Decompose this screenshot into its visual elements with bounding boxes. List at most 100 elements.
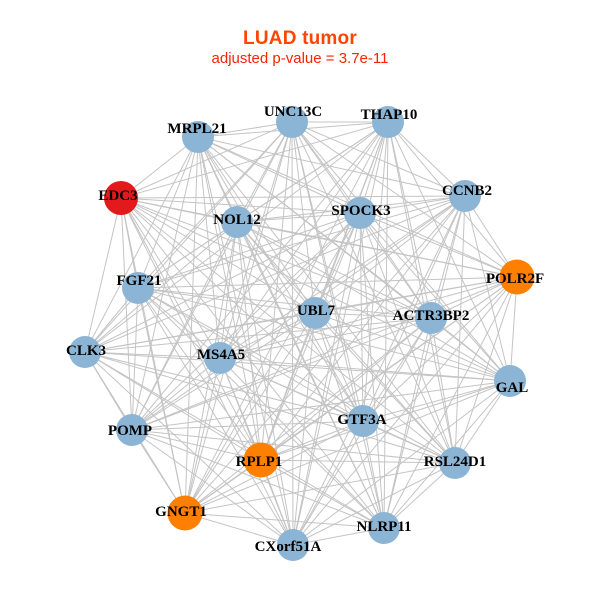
node-CLK3 [69, 336, 101, 368]
edge-ACTR3BP2-CLK3 [84, 317, 432, 353]
edge-UBL7-GNGT1 [184, 312, 316, 514]
edge-GAL-RSL24D1 [454, 380, 511, 464]
edge-RPLP1-RSL24D1 [260, 459, 456, 464]
edge-GAL-RPLP1 [260, 380, 511, 461]
edge-SPOCK3-RPLP1 [260, 212, 361, 461]
edge-NOL12-CXorf51A [236, 221, 294, 546]
node-NLRP11 [368, 512, 400, 544]
edge-CCNB2-RSL24D1 [454, 195, 466, 464]
plot-title: LUAD tumor [243, 28, 357, 49]
edge-EDC3-GTF3A [120, 197, 364, 422]
edge-POMP-GTF3A [131, 420, 364, 431]
edge-POMP-CXorf51A [131, 429, 294, 546]
edge-MRPL21-RSL24D1 [197, 136, 456, 464]
edge-CCNB2-GTF3A [362, 195, 466, 422]
edge-UNC13C-GAL [291, 121, 511, 382]
edge-THAP10-EDC3 [120, 121, 389, 199]
node-label-THAP10: THAP10 [361, 107, 418, 123]
edge-RSL24D1-GNGT1 [184, 462, 456, 514]
node-THAP10 [372, 106, 404, 138]
edge-EDC3-CXorf51A [120, 197, 294, 546]
plot-subtitle: adjusted p-value = 3.7e-11 [211, 50, 389, 67]
edge-SPOCK3-CXorf51A [292, 212, 361, 546]
node-GNGT1 [167, 495, 203, 531]
node-label-GAL: GAL [496, 380, 529, 396]
edge-CCNB2-ACTR3BP2 [430, 195, 466, 319]
edge-CCNB2-GNGT1 [184, 195, 466, 514]
node-label-FGF21: FGF21 [117, 273, 162, 289]
edge-SPOCK3-UBL7 [314, 212, 361, 314]
edge-GNGT1-CXorf51A [184, 512, 294, 546]
edge-FGF21-UBL7 [137, 287, 316, 314]
edge-GAL-GTF3A [362, 380, 511, 422]
edge-ACTR3BP2-MS4A5 [219, 317, 432, 359]
edge-SPOCK3-GAL [359, 212, 511, 382]
node-GTF3A [347, 405, 379, 437]
edge-UNC13C-NLRP11 [291, 121, 385, 529]
node-UNC13C [276, 106, 308, 138]
edge-FGF21-POLR2F [137, 276, 518, 289]
edge-SPOCK3-GNGT1 [184, 212, 361, 514]
node-MRPL21 [182, 121, 214, 153]
node-CXorf51A [277, 529, 309, 561]
edge-FGF21-GAL [137, 287, 511, 382]
edge-NOL12-GTF3A [236, 221, 364, 422]
edge-THAP10-MS4A5 [219, 121, 389, 359]
edge-CCNB2-POMP [131, 195, 466, 431]
edge-NOL12-UBL7 [236, 221, 316, 314]
edge-SPOCK3-MS4A5 [219, 212, 361, 359]
edge-MRPL21-CCNB2 [197, 136, 466, 197]
edge-FGF21-CXorf51A [137, 287, 294, 546]
node-label-CCNB2: CCNB2 [442, 183, 492, 199]
edge-ACTR3BP2-GAL [430, 317, 511, 382]
node-EDC3 [104, 181, 138, 215]
edge-THAP10-GTF3A [362, 121, 389, 422]
edge-GAL-CXorf51A [292, 380, 511, 546]
node-CCNB2 [449, 180, 481, 212]
edge-MRPL21-CLK3 [84, 136, 199, 353]
edge-CLK3-RPLP1 [84, 351, 262, 461]
edge-CCNB2-SPOCK3 [359, 195, 466, 214]
edge-RSL24D1-CXorf51A [292, 462, 456, 546]
node-label-EDC3: EDC3 [98, 188, 137, 204]
node-POLR2F [499, 259, 535, 295]
edge-MRPL21-GTF3A [197, 136, 364, 422]
edge-UBL7-RPLP1 [260, 312, 316, 461]
edge-THAP10-CXorf51A [292, 121, 389, 546]
node-NOL12 [221, 206, 253, 238]
node-label-MS4A5: MS4A5 [197, 347, 245, 363]
edge-GNGT1-NLRP11 [184, 512, 385, 529]
edge-UNC13C-GNGT1 [184, 121, 293, 514]
node-label-CLK3: CLK3 [66, 343, 106, 359]
edge-GAL-GNGT1 [184, 380, 511, 514]
edge-CLK3-GAL [84, 351, 511, 382]
edge-EDC3-SPOCK3 [120, 197, 361, 214]
node-label-CXorf51A: CXorf51A [255, 539, 322, 555]
edge-FGF21-NLRP11 [137, 287, 385, 529]
edge-UBL7-CLK3 [84, 312, 316, 353]
edge-POMP-NLRP11 [131, 429, 385, 529]
edge-UNC13C-GTF3A [291, 121, 364, 422]
edge-FGF21-RPLP1 [137, 287, 262, 461]
edge-SPOCK3-ACTR3BP2 [359, 212, 432, 319]
node-label-RPLP1: RPLP1 [236, 454, 283, 470]
edge-NOL12-POLR2F [236, 221, 518, 278]
edge-GTF3A-NLRP11 [362, 420, 385, 529]
edge-ACTR3BP2-RSL24D1 [430, 317, 456, 464]
node-SPOCK3 [344, 197, 376, 229]
edge-UBL7-ACTR3BP2 [314, 312, 432, 319]
edge-GAL-POMP [131, 380, 511, 431]
nodes-layer [69, 106, 535, 561]
edge-CLK3-CXorf51A [84, 351, 294, 546]
edge-NOL12-RPLP1 [236, 221, 262, 461]
edge-THAP10-NLRP11 [383, 121, 389, 529]
node-RPLP1 [243, 442, 279, 478]
node-label-UBL7: UBL7 [297, 303, 336, 319]
edge-POLR2F-CXorf51A [292, 276, 518, 546]
edge-CLK3-RSL24D1 [84, 351, 456, 464]
edge-ACTR3BP2-RPLP1 [260, 317, 432, 461]
node-label-POMP: POMP [108, 423, 152, 439]
edge-THAP10-GAL [387, 121, 511, 382]
edge-GTF3A-CXorf51A [292, 420, 364, 546]
